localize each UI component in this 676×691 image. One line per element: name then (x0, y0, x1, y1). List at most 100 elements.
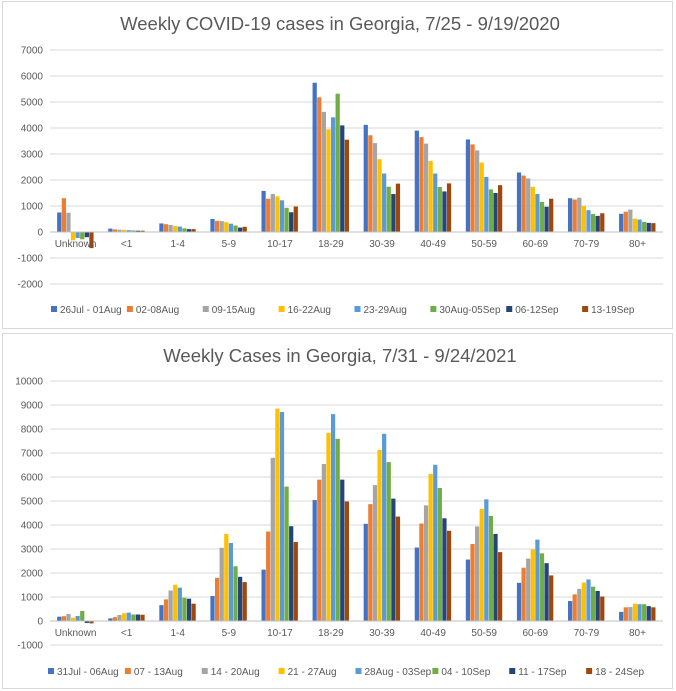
bar (377, 159, 382, 232)
bar (484, 499, 489, 621)
bar (526, 178, 531, 232)
bar (61, 198, 66, 232)
bar (479, 162, 484, 232)
y-tick-label: 5000 (21, 98, 44, 109)
bar (590, 214, 596, 232)
legend-label: 21 - 27Aug (288, 667, 337, 678)
bar (581, 206, 587, 232)
bar (317, 479, 322, 621)
bar (80, 232, 85, 240)
bar (372, 485, 378, 621)
bar (535, 539, 540, 621)
x-tick-label: 50-59 (471, 628, 497, 639)
bar (112, 229, 118, 232)
bar (493, 533, 498, 621)
bar (186, 229, 192, 232)
bar (233, 225, 238, 232)
bar (75, 232, 80, 238)
bar (437, 187, 442, 232)
bar (266, 531, 271, 621)
bar (623, 607, 628, 621)
y-tick-label: 2000 (21, 569, 44, 580)
bar (535, 194, 540, 232)
bar (224, 222, 229, 232)
y-tick-label: 4000 (21, 124, 44, 135)
bar (89, 232, 94, 249)
legend-label: 30Aug-05Sep (439, 305, 501, 316)
legend-swatch (48, 668, 54, 674)
bar (163, 599, 169, 621)
bar (163, 224, 169, 232)
bar (516, 172, 522, 232)
legend-swatch (201, 668, 208, 674)
bar (344, 501, 349, 621)
bar (423, 505, 429, 621)
bar (484, 176, 489, 232)
y-tick-label: 0 (37, 228, 43, 239)
bar (219, 221, 224, 232)
legend-label: 04 - 10Sep (441, 667, 490, 678)
bar (284, 486, 289, 621)
bar (237, 227, 243, 232)
bar (215, 577, 220, 621)
bar (465, 139, 471, 232)
bar (549, 575, 554, 621)
bar (61, 616, 66, 621)
y-tick-label: 0 (37, 617, 43, 628)
legend-label: 14 - 20Aug (211, 667, 260, 678)
bar (623, 211, 628, 232)
x-tick-label: 5-9 (222, 628, 237, 639)
y-tick-label: 1000 (21, 593, 44, 604)
legend-label: 06-12Sep (515, 305, 559, 316)
bar (372, 143, 378, 232)
bar (395, 516, 401, 621)
legend-label: 26Jul - 01Aug (60, 305, 122, 316)
bar (493, 193, 498, 232)
bar (228, 223, 234, 232)
bar (428, 161, 433, 232)
bar (544, 206, 549, 232)
x-tick-label: 1-4 (170, 239, 185, 250)
bar (177, 587, 182, 621)
bar (66, 614, 71, 621)
bar (210, 596, 215, 621)
y-tick-label: -1000 (17, 254, 43, 265)
legend-label: 07 - 13Aug (134, 667, 183, 678)
bar (470, 144, 475, 232)
bar (122, 229, 127, 232)
bar (215, 220, 220, 232)
bar (419, 137, 424, 232)
bar (475, 150, 480, 232)
bar (270, 194, 275, 232)
legend-swatch (126, 306, 133, 312)
bar (108, 618, 113, 621)
bar (567, 198, 573, 232)
legend-label: 18 - 24Sep (595, 667, 644, 678)
bar (368, 135, 373, 232)
bar (186, 598, 192, 621)
x-tick-label: 1-4 (170, 628, 185, 639)
bar (572, 594, 577, 621)
bar (572, 199, 577, 232)
bar (446, 530, 452, 621)
bar (391, 194, 396, 232)
y-tick-label: 3000 (21, 150, 44, 161)
legend-swatch (278, 306, 285, 312)
y-tick-label: 6000 (21, 473, 44, 484)
bar (173, 584, 178, 621)
x-tick-label: 30-39 (369, 239, 395, 250)
bar (321, 111, 326, 232)
legend-swatch (432, 668, 439, 674)
bar (191, 229, 196, 232)
bar (57, 616, 62, 621)
bar (646, 222, 651, 232)
bar (586, 210, 591, 232)
bar (651, 223, 656, 232)
bar (168, 224, 173, 232)
legend-label: 11 - 17Sep (518, 667, 567, 678)
y-tick-label: 3000 (21, 545, 44, 556)
bar (344, 139, 349, 232)
legend-swatch (51, 306, 57, 312)
x-tick-label: 10-17 (267, 628, 293, 639)
bar (131, 614, 136, 621)
